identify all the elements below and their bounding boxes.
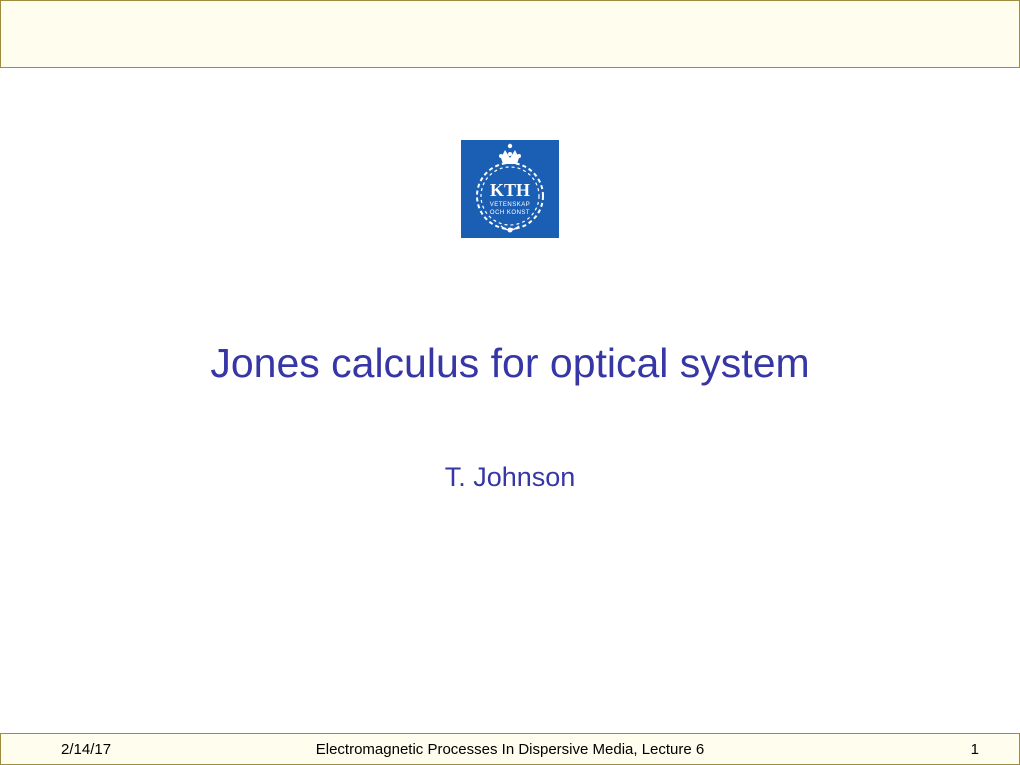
svg-text:OCH KONST: OCH KONST — [490, 210, 530, 216]
svg-text:VETENSKAP: VETENSKAP — [490, 202, 531, 208]
slide: KTH VETENSKAP OCH KONST Jones calculus f… — [0, 0, 1020, 765]
footer-course-title: Electromagnetic Processes In Dispersive … — [1, 741, 1019, 758]
slide-title: Jones calculus for optical system — [0, 340, 1020, 387]
kth-logo-icon: KTH VETENSKAP OCH KONST — [461, 140, 559, 238]
footer-page-number: 1 — [971, 741, 979, 758]
institution-logo: KTH VETENSKAP OCH KONST — [461, 140, 559, 238]
header-band — [0, 0, 1020, 68]
footer-band: 2/14/17 Electromagnetic Processes In Dis… — [0, 733, 1020, 765]
svg-text:KTH: KTH — [490, 180, 530, 200]
slide-author: T. Johnson — [0, 462, 1020, 493]
